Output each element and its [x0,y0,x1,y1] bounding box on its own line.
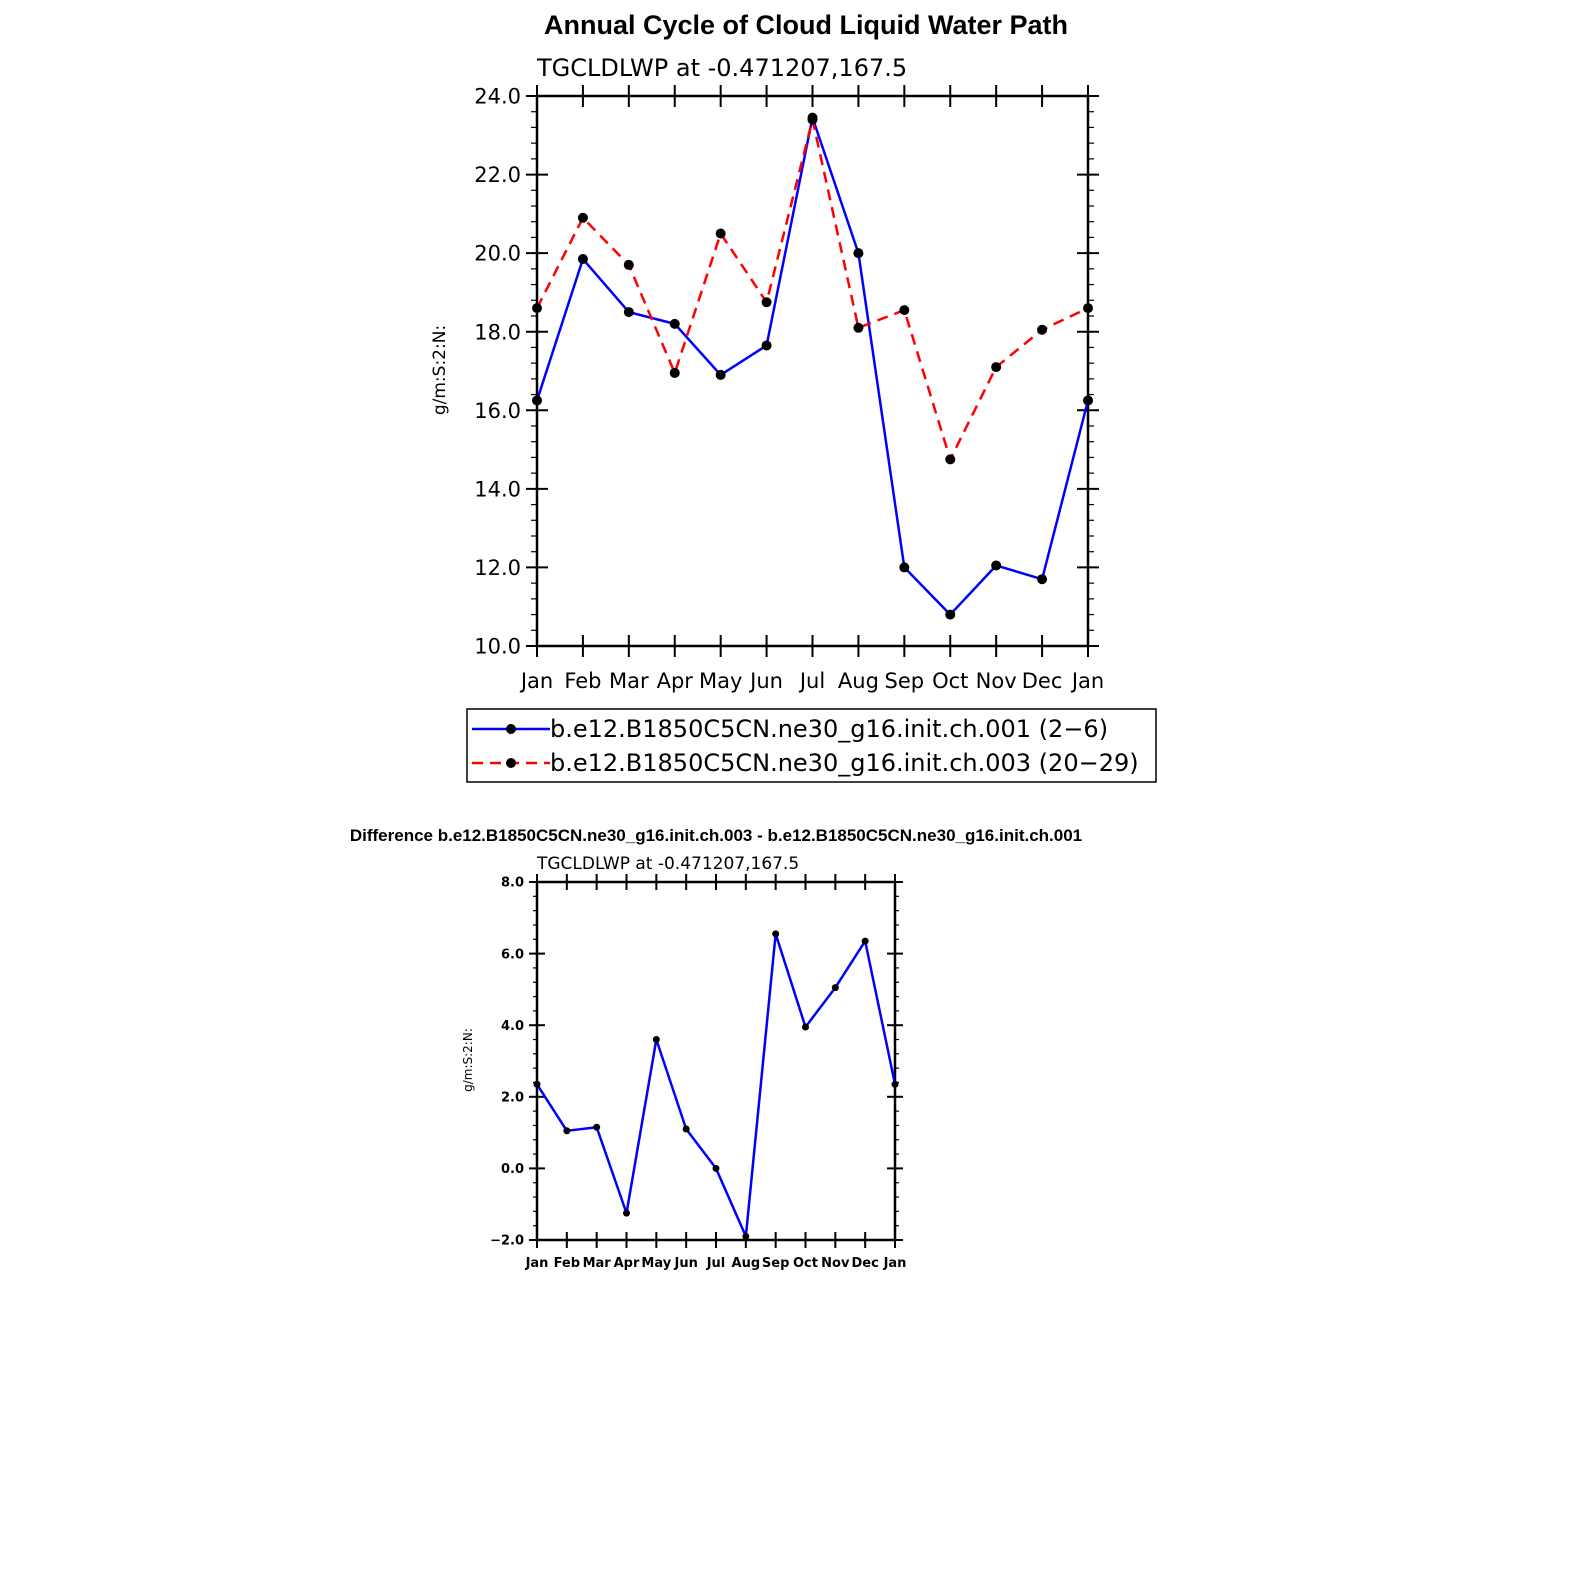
chart1-series-2-point [807,114,818,125]
chart1-xtick-label: Jan [1070,669,1104,693]
chart1-series-2-point [532,303,542,314]
chart2-ytick-label: 0.0 [501,1162,524,1177]
chart1-legend: b.e12.B1850C5CN.ne30_g16.init.ch.001 (2−… [466,708,1157,783]
chart2-ytick-label: 8.0 [501,876,524,891]
chart2-xtick-label: Mar [583,1256,612,1271]
chart1-xtick-label: May [699,669,742,693]
chart1-series-2-point [669,367,680,378]
chart1-plot-frame [535,94,1090,648]
chart1-series-1-line [535,116,1090,616]
main-title: Annual Cycle of Cloud Liquid Water Path [544,10,1068,40]
chart1-series-1-point [577,254,588,265]
chart1-series-2-point [853,322,864,333]
chart2-series-1-line [535,932,897,1238]
chart1-ytick-label: 12.0 [474,556,521,580]
chart1-y-axis-label: g/m:S:2:N: [430,325,450,415]
chart2-series-1-point [682,1125,690,1133]
chart1-series-1-point [669,318,680,329]
chart2-series-1-point [593,1123,601,1131]
legend-swatch-marker [506,724,516,734]
chart1-xtick-label: Oct [932,669,968,693]
chart1-series-2-point [623,259,634,270]
chart1-ytick-label: 24.0 [474,85,521,109]
chart2-series-1-point [563,1127,571,1135]
chart1-series-1-point [991,560,1002,571]
chart1-ytick-label: 16.0 [474,399,521,423]
chart1-series-2-point [991,362,1002,373]
chart2-series-1-point [772,930,780,938]
chart2-xtick-label: Sep [762,1256,790,1271]
chart2-xtick-label: Nov [821,1256,850,1271]
chart1-series-1-point [945,609,956,620]
chart1-xtick-label: Nov [976,669,1017,693]
chart1-subtitle: TGCLDLWP at -0.471207,167.5 [536,54,907,82]
chart1-series-2-point [761,297,772,308]
legend-box [466,708,1157,783]
chart2-xtick-label: Feb [554,1256,580,1271]
chart1-ytick-label: 20.0 [474,242,521,266]
chart1-xtick-label: Dec [1022,669,1063,693]
chart2-subtitle: TGCLDLWP at -0.471207,167.5 [536,854,799,874]
chart2-xtick-label: May [641,1256,671,1271]
chart2-plot-frame [535,880,897,1242]
chart1-series-1-point [853,248,864,259]
chart2-y-axis-label: g/m:S:2:N: [461,1028,475,1092]
chart1-series-2-point [577,212,588,223]
chart2-xtick-label: Dec [852,1256,879,1271]
chart2-xtick-label: Apr [614,1256,640,1271]
chart1-series-1-point [1037,574,1048,585]
difference-chart: TGCLDLWP at -0.471207,167.5 g/m:S:2:N: −… [461,854,906,1271]
chart1-series-1-point [899,562,910,573]
chart1-series-2-point [899,305,910,316]
chart1-ytick-label: 22.0 [474,163,521,187]
chart1-xtick-label: Jan [519,669,553,693]
chart2-series-1-point [831,984,839,992]
chart1-series-1-point [623,307,634,318]
chart1-xtick-label: Sep [885,669,925,693]
chart1-xtick-label: Jul [798,669,825,693]
chart2-xtick-label: Jan [525,1256,549,1271]
legend-entry-2: b.e12.B1850C5CN.ne30_g16.init.ch.003 (20… [550,749,1139,777]
chart2-xtick-label: Jun [673,1256,697,1271]
chart2-ytick-label: 6.0 [501,947,524,962]
chart1-series-1-point [532,395,542,406]
chart2-ytick-label: 4.0 [501,1019,524,1034]
chart1-series-2-point [1037,324,1048,335]
chart2-xtick-label: Aug [732,1256,761,1271]
difference-title: Difference b.e12.B1850C5CN.ne30_g16.init… [350,826,1082,845]
chart2-xtick-label: Jan [883,1256,907,1271]
chart2-series-1-point [802,1023,809,1031]
annual-cycle-chart: TGCLDLWP at -0.471207,167.5 g/m:S:2:N: 1… [430,54,1104,693]
chart2-series-1-point [652,1036,660,1044]
chart1-series-1-point [761,340,772,351]
chart1-xtick-label: Jun [748,669,783,693]
chart2-ytick-label: −2.0 [490,1234,524,1249]
chart1-series-2-point [945,454,956,465]
chart1-ytick-label: 14.0 [474,477,521,501]
chart2-series-1-point [742,1232,750,1240]
legend-swatch-marker [506,758,516,768]
chart1-xtick-label: Apr [657,669,694,693]
chart2-series-1-point [861,937,869,945]
legend-entry-1: b.e12.B1850C5CN.ne30_g16.init.ch.001 (2−… [550,715,1108,743]
chart1-series-2-line [535,118,1089,461]
chart2-series-1-point [623,1209,630,1217]
chart1-series-2-point [715,228,726,239]
chart1-series-1-point [1083,395,1093,406]
chart2-xtick-label: Jul [706,1256,726,1271]
chart2-xtick-label: Oct [793,1256,818,1271]
chart1-xtick-label: Mar [609,669,649,693]
chart1-series-1-point [715,369,726,380]
chart2-series-1-point [712,1164,720,1172]
chart2-ytick-label: 2.0 [501,1090,524,1105]
chart1-ytick-label: 10.0 [474,635,521,659]
chart2-series-1-point [891,1080,899,1088]
chart2-series-1-point [533,1080,541,1088]
chart1-ytick-label: 18.0 [474,320,521,344]
chart1-xtick-label: Feb [564,669,601,693]
chart1-xtick-label: Aug [838,669,879,693]
chart1-series-2-point [1083,303,1093,314]
